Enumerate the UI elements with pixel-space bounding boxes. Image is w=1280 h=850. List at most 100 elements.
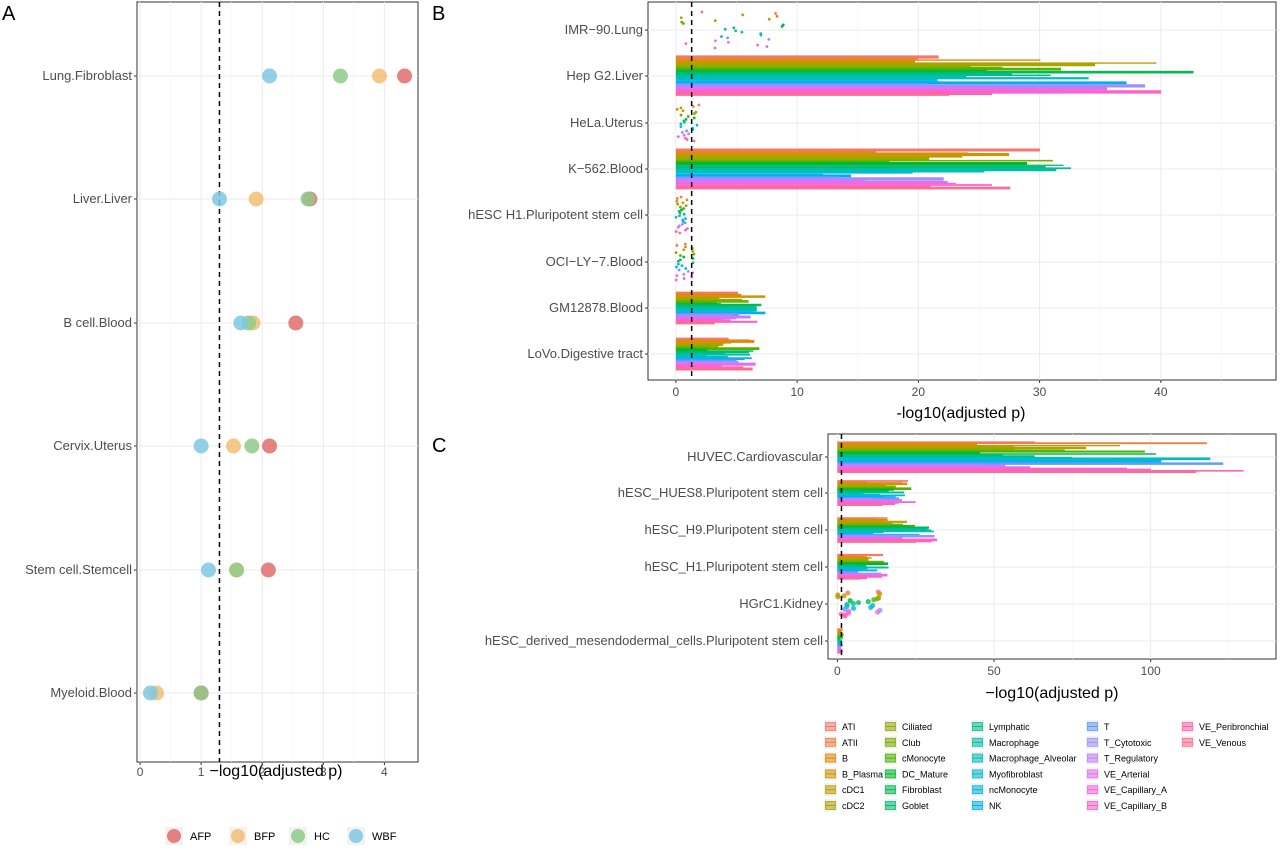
category-label-hesc-derived-mesendodermal-cells-pluripotent-stem-cell: hESC_derived_mesendodermal_cells.Pluripo… (485, 633, 823, 648)
point-b-plasma-imr-90-lung (775, 14, 779, 18)
point-t-hgrc1-kidney (842, 606, 848, 612)
point-cdc1-oci-ly-7-blood (682, 248, 686, 252)
x-tick-label-20: 20 (912, 385, 926, 399)
panel-a-letter: A (2, 3, 16, 25)
legend-label-myofibroblast: Myofibroblast (989, 769, 1043, 779)
point-b-imr-90-lung (741, 13, 745, 17)
x-tick-label-100: 100 (1141, 664, 1161, 678)
point-wbf-b-cell-blood (233, 315, 249, 331)
category-label-hep-g2-liver: Hep G2.Liver (566, 68, 643, 83)
point-dc-mature-oci-ly-7-blood (682, 255, 686, 259)
legend-label-cdc2: cDC2 (842, 801, 865, 811)
legend-label-t-regulatory: T_Regulatory (1104, 754, 1159, 764)
point-ve-venous-imr-90-lung (713, 46, 717, 50)
point-ve-venous-oci-ly-7-blood (674, 278, 678, 282)
panel-a-points (142, 68, 413, 701)
point-nk-imr-90-lung (720, 35, 723, 38)
x-tick-label-0: 0 (673, 385, 680, 399)
point-fibroblast-imr-90-lung (780, 25, 784, 28)
legend-label-ve-capillary-b: VE_Capillary_B (1104, 801, 1167, 811)
point-dc-mature-hela-uterus (692, 116, 696, 120)
point-macrophage-hesc-h1-pluripotent-stem-cell (678, 214, 681, 218)
panel-c-marks (835, 434, 1244, 659)
point-ve-arterial-imr-90-lung (727, 40, 730, 44)
category-label-lung-fibroblast: Lung.Fibroblast (42, 68, 132, 83)
point-club-hela-uterus (679, 113, 683, 117)
legend-label-bfp: BFP (254, 831, 275, 843)
point-ve-arterial-hesc-h1-pluripotent-stem-cell (676, 225, 680, 229)
x-tick-label-50: 50 (987, 664, 1001, 678)
point-ve-capillary-b-hesc-h1-pluripotent-stem-cell (684, 228, 687, 232)
point-macrophage-alveolar-oci-ly-7-blood (676, 262, 680, 266)
point-atii-imr-90-lung (774, 12, 777, 15)
point-ve-venous-hela-uterus (692, 139, 696, 143)
point-myofibroblast-hesc-h1-pluripotent-stem-cell (684, 217, 687, 221)
point-wbf-liver-liver (211, 191, 227, 207)
point-atii-hgrc1-kidney (845, 590, 851, 596)
point-ncmonocyte-imr-90-lung (759, 33, 763, 37)
point-bfp-cervix-uterus (226, 438, 242, 454)
point-cmonocyte-oci-ly-7-blood (678, 254, 682, 257)
legend-label-t-cytotoxic: T_Cytotoxic (1104, 738, 1152, 748)
legend-label-hc: HC (314, 831, 330, 843)
point-ve-capillary-a-hesc-h1-pluripotent-stem-cell (686, 227, 689, 231)
point-cdc2-oci-ly-7-blood (691, 249, 695, 253)
legend-label-atii: ATII (842, 738, 858, 748)
point-club-oci-ly-7-blood (692, 252, 696, 256)
panel-a-x-axis-title: −log10(adjusted p) (210, 763, 343, 780)
point-ve-peribronchial-imr-90-lung (765, 45, 769, 48)
legend-label-t: T (1104, 722, 1110, 732)
panel-c-letter: C (432, 435, 446, 457)
point-cdc2-hgrc1-kidney (835, 594, 841, 600)
point-hc-cervix-uterus (244, 438, 260, 454)
point-ve-peribronchial-hesc-h1-pluripotent-stem-cell (674, 230, 678, 233)
category-label-hela-uterus: HeLa.Uterus (570, 115, 643, 130)
point-hc-myeloid-blood (193, 685, 209, 701)
legend-label-fibroblast: Fibroblast (902, 785, 942, 795)
category-label-imr-90-lung: IMR−90.Lung (565, 22, 643, 37)
point-macrophage-imr-90-lung (734, 29, 738, 33)
point-b-hela-uterus (679, 106, 683, 110)
point-goblet-oci-ly-7-blood (678, 258, 682, 262)
panel-b-grid (648, 2, 1276, 380)
point-ciliated-imr-90-lung (713, 19, 717, 23)
point-macrophage-alveolar-hela-uterus (695, 123, 699, 127)
point-ve-arterial-hela-uterus (682, 133, 686, 137)
legend-label-macrophage: Macrophage (989, 738, 1039, 748)
category-label-hesc-h1-pluripotent-stem-cell: hESC H1.Pluripotent stem cell (468, 207, 643, 222)
point-cdc2-hesc-h1-pluripotent-stem-cell (676, 202, 680, 206)
point-nk-oci-ly-7-blood (684, 267, 688, 270)
panel-a-x-ticks: 0 1 2 3 4 (137, 762, 388, 779)
point-lymphatic-hela-uterus (683, 120, 686, 124)
panel-c-x-axis-title: −log10(adjusted p) (986, 685, 1119, 702)
point-lymphatic-hgrc1-kidney (850, 600, 856, 607)
legend-label-goblet: Goblet (902, 801, 929, 811)
point-t-hela-uterus (685, 129, 688, 133)
category-label-hesc-h1-pluripotent-stem-cell: hESC_H1.Pluripotent stem cell (645, 559, 824, 574)
panel-c-category-labels: HUVEC.Cardiovascular hESC_HUES8.Pluripote… (485, 449, 828, 648)
legend-label-ve-arterial: VE_Arterial (1104, 769, 1150, 779)
category-label-b-cell-blood: B cell.Blood (63, 315, 132, 330)
point-ati-hela-uterus (697, 103, 701, 107)
category-label-liver-liver: Liver.Liver (73, 191, 133, 206)
point-ve-capillary-b-imr-90-lung (756, 43, 760, 47)
legend-label-dc-mature: DC_Mature (902, 769, 948, 779)
point-dc-mature-hesc-h1-pluripotent-stem-cell (680, 208, 683, 212)
point-bfp-lung-fibroblast (372, 68, 388, 84)
point-ve-capillary-a-imr-90-lung (684, 42, 688, 46)
point-b-plasma-hela-uterus (675, 107, 679, 111)
x-tick-label-1: 1 (198, 765, 205, 779)
point-bfp-liver-liver (248, 191, 264, 207)
point-cdc1-hela-uterus (681, 109, 685, 113)
point-t-regulatory-imr-90-lung (714, 39, 717, 43)
point-ati-oci-ly-7-blood (683, 242, 687, 246)
category-label-hgrc1-kidney: HGrC1.Kidney (739, 596, 823, 611)
legend-key-afp (167, 829, 181, 843)
legend-label-macrophage-alveolar: Macrophage_Alveolar (989, 754, 1077, 764)
legend-label-ve-capillary-a: VE_Capillary_A (1104, 785, 1167, 795)
panel-a-grid (137, 2, 418, 762)
legend-label-b: B (842, 754, 848, 764)
panel-b: B IMR−90.Lung Hep G2.Liver HeLa.Uterus K−56… (432, 1, 1277, 422)
point-ve-capillary-b-hela-uterus (683, 136, 687, 140)
point-ve-capillary-a-hela-uterus (676, 135, 680, 139)
